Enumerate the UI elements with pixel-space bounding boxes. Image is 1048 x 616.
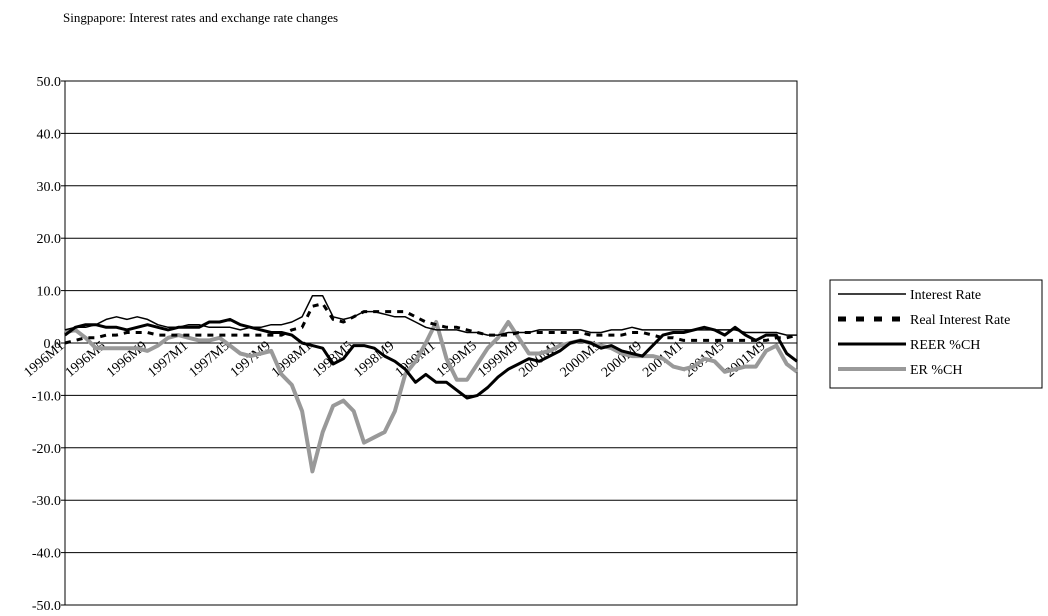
y-tick-label: -10.0 — [32, 389, 61, 404]
x-tick-label: 1996M5 — [63, 339, 109, 381]
series-line — [64, 295, 797, 336]
y-tick-label: 30.0 — [37, 180, 62, 195]
legend-label: Interest Rate — [910, 288, 981, 303]
x-tick-label: 1996M9 — [104, 339, 150, 381]
y-tick-label: 50.0 — [37, 75, 62, 90]
chart-title: Singpapore: Interest rates and exchange … — [63, 10, 338, 25]
y-tick-label: 10.0 — [37, 285, 62, 300]
series-line — [64, 320, 799, 474]
x-tick-label: 1997M9 — [228, 339, 274, 381]
series-line — [64, 317, 798, 400]
legend-label: Real Interest Rate — [910, 313, 1010, 328]
y-tick-label: 0.0 — [44, 337, 62, 352]
y-tick-label: 40.0 — [37, 127, 62, 142]
series-line — [64, 302, 798, 345]
legend-label: REER %CH — [910, 338, 980, 353]
y-tick-label: -50.0 — [32, 599, 61, 614]
y-tick-label: -40.0 — [32, 547, 61, 562]
y-tick-label: -20.0 — [32, 442, 61, 457]
x-tick-label: 1997M5 — [187, 339, 233, 381]
x-tick-label: 1998M5 — [310, 339, 356, 381]
legend-label: ER %CH — [910, 363, 963, 378]
y-tick-label: 20.0 — [37, 232, 62, 247]
y-tick-label: -30.0 — [32, 494, 61, 509]
x-tick-label: 1997M1 — [145, 339, 191, 381]
